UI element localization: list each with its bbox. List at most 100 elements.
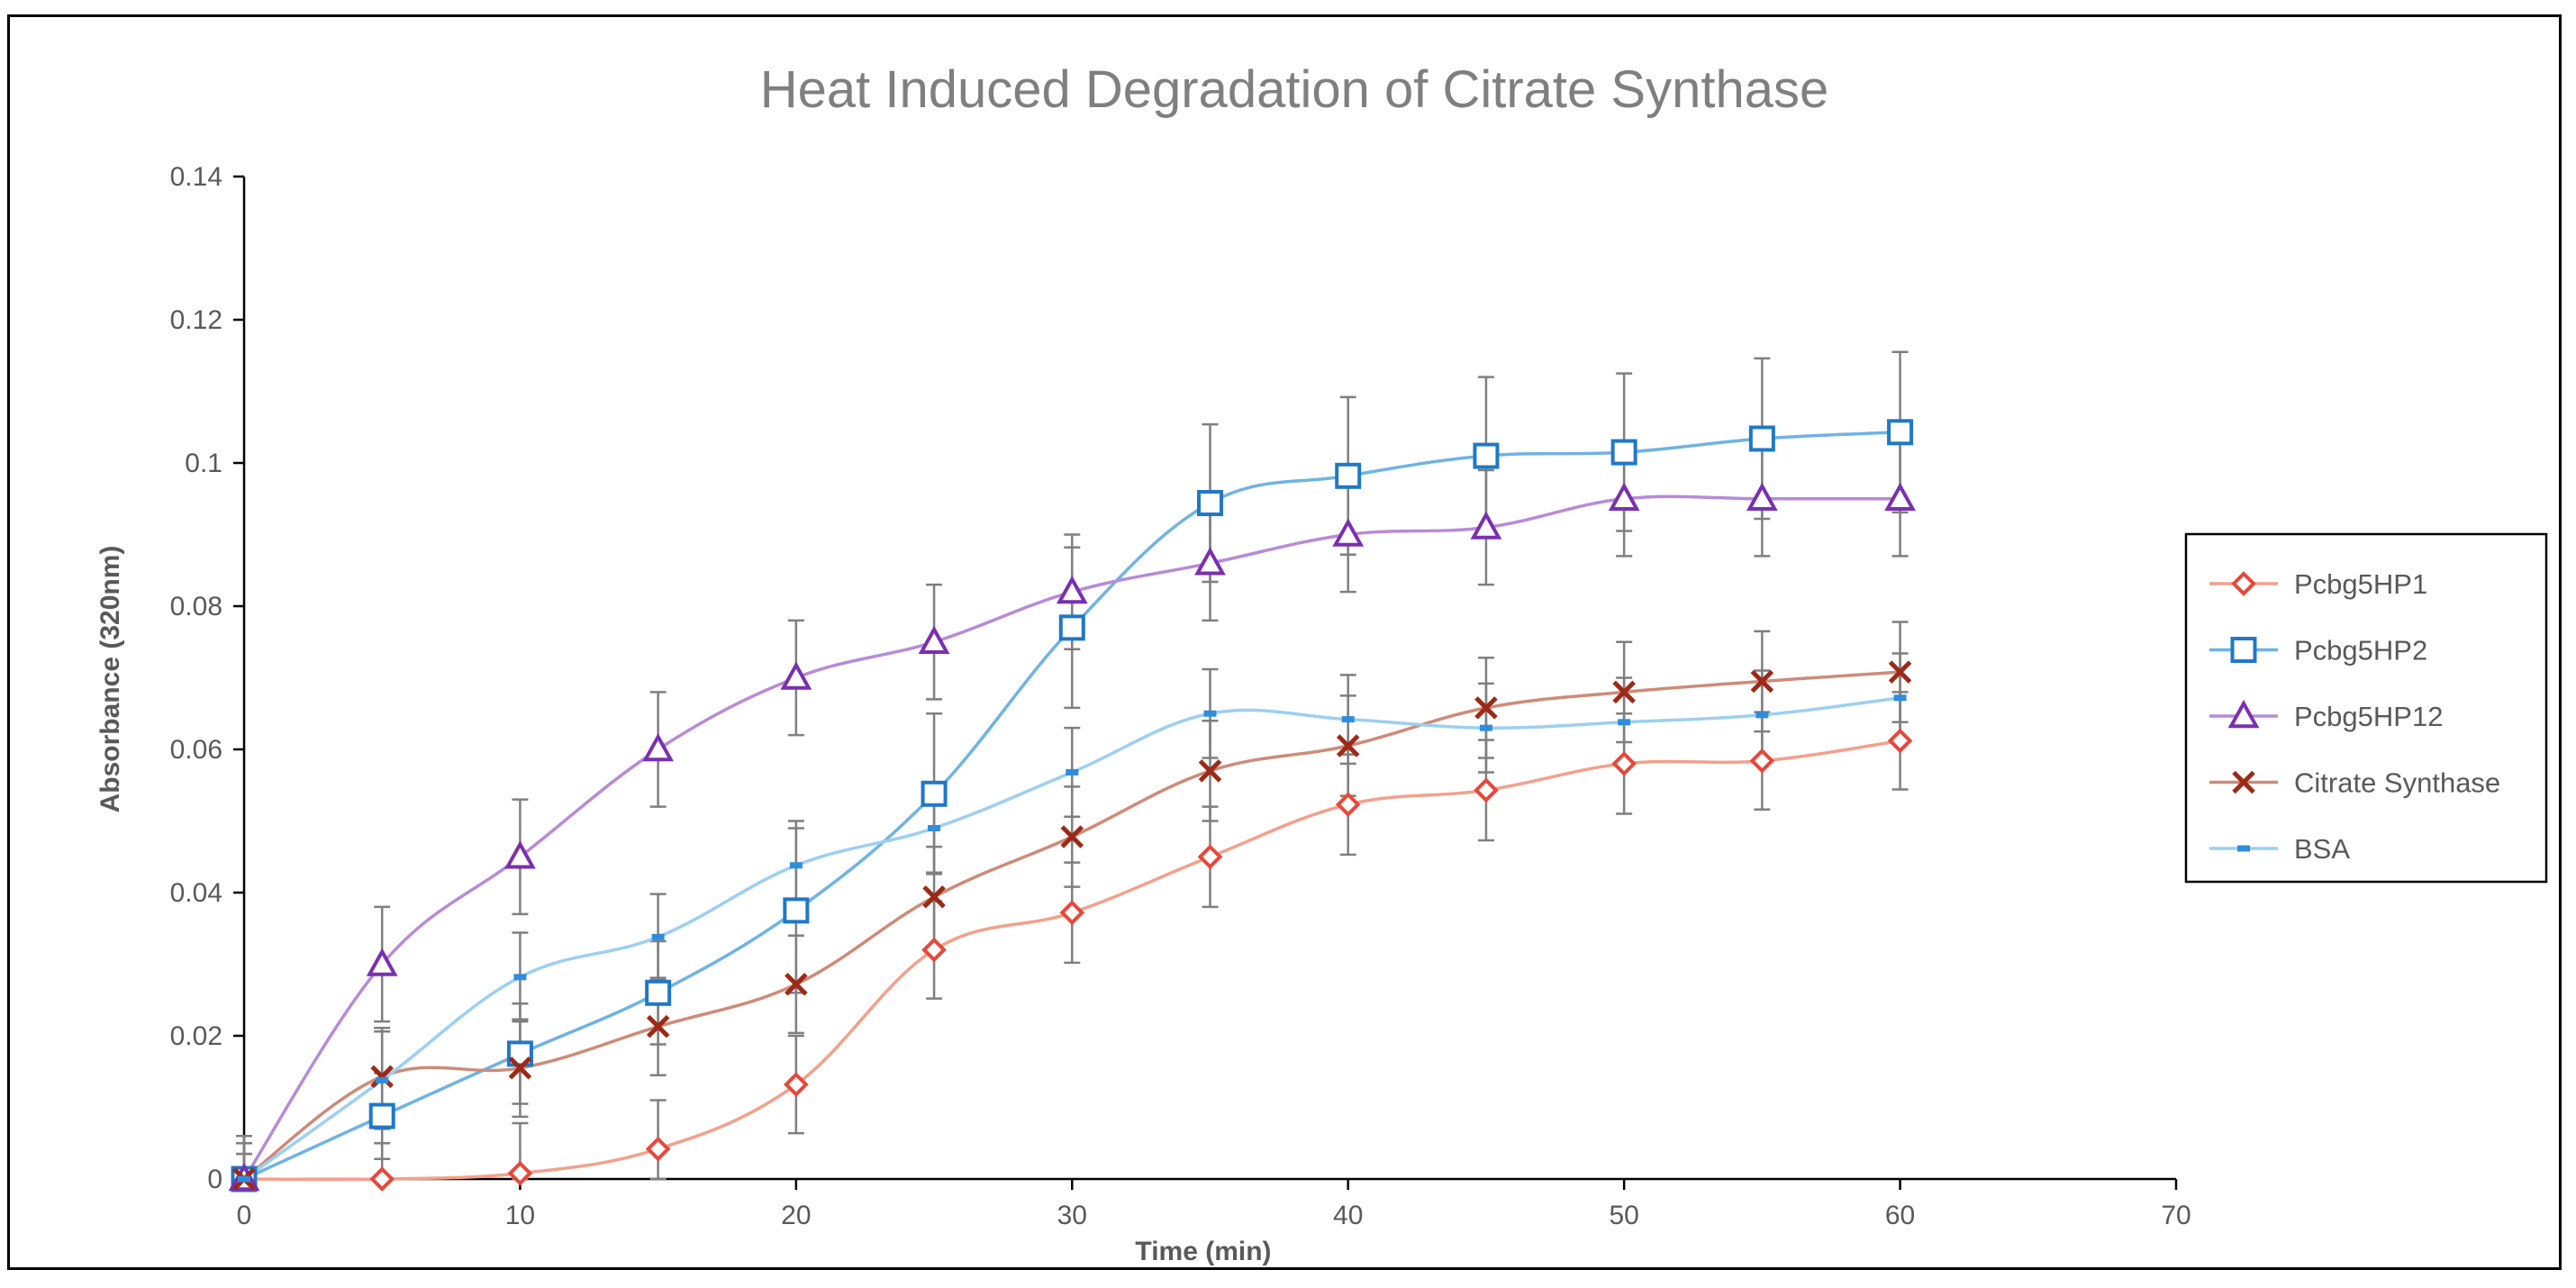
x-tick-label: 20	[781, 1201, 811, 1230]
data-point	[376, 1076, 389, 1084]
y-tick-label: 0.02	[170, 1021, 222, 1051]
data-point	[789, 862, 803, 869]
data-point	[1056, 575, 1088, 604]
data-point	[1473, 442, 1500, 469]
data-point	[1887, 728, 1913, 754]
y-tick-label: 0.14	[170, 162, 222, 192]
y-tick-label: 0	[207, 1165, 222, 1194]
legend: Pcbg5HP1 Pcbg5HP2 Pcbg5HP12 Citrate Synthas…	[2184, 532, 2548, 884]
legend-label: Pcbg5HP1	[2294, 568, 2427, 600]
x-tick-label: 70	[2161, 1201, 2191, 1230]
data-point	[1470, 511, 1502, 540]
data-point	[1059, 900, 1085, 926]
legend-label: Pcbg5HP2	[2294, 635, 2427, 667]
data-point	[1203, 710, 1217, 717]
data-point	[784, 1072, 809, 1097]
legend-item: Pcbg5HP12	[2209, 699, 2443, 732]
y-axis-title: Absorbance (320nm)	[95, 546, 125, 813]
data-point	[921, 780, 948, 807]
x-ticks: 0 10 20 30 40 50 60 70	[237, 1179, 2191, 1230]
data-point	[370, 1065, 394, 1089]
chart-frame: Heat Induced Degradation of Citrate Synt…	[7, 14, 2562, 1270]
data-point	[645, 1136, 671, 1162]
data-point	[508, 1057, 532, 1080]
data-point	[646, 1014, 670, 1039]
data-point	[1474, 696, 1498, 720]
data-point	[1746, 482, 1778, 511]
legend-label: Pcbg5HP12	[2294, 701, 2443, 732]
y-tick-label: 0.04	[170, 878, 222, 908]
legend-label: BSA	[2294, 833, 2350, 865]
data-point	[1608, 482, 1640, 511]
data-point	[1884, 482, 1916, 511]
chart-canvas: Heat Induced Degradation of Citrate Synt…	[95, 60, 2548, 1266]
data-point	[1748, 425, 1775, 452]
data-point	[1194, 547, 1226, 576]
data-point	[1618, 719, 1631, 726]
data-point	[1479, 724, 1492, 731]
data-point	[513, 974, 527, 981]
data-point	[1060, 825, 1084, 848]
data-point	[369, 1166, 395, 1192]
data-point	[1750, 669, 1774, 694]
legend-marker	[2231, 571, 2256, 596]
data-point	[1332, 518, 1365, 547]
data-point	[507, 1160, 533, 1186]
data-point	[1888, 660, 1912, 684]
data-point	[1066, 768, 1079, 776]
legend-item: Pcbg5HP1	[2209, 568, 2427, 600]
x-tick-label: 40	[1333, 1201, 1363, 1230]
data-point	[785, 972, 808, 996]
data-point	[1197, 844, 1223, 870]
data-point	[642, 732, 675, 762]
data-point	[1612, 680, 1636, 704]
data-point	[1335, 462, 1362, 489]
x-axis-title: Time (min)	[1135, 1237, 1271, 1266]
x-tick-label: 0	[237, 1201, 252, 1230]
y-tick-label: 0.12	[170, 305, 222, 335]
x-tick-label: 10	[505, 1201, 535, 1230]
legend-item: BSA	[2209, 833, 2350, 865]
data-point	[1335, 792, 1361, 818]
data-point	[1198, 759, 1222, 783]
data-point	[780, 661, 812, 690]
legend-marker	[2232, 770, 2255, 794]
data-point	[1197, 490, 1223, 517]
x-tick-label: 50	[1609, 1201, 1638, 1230]
legend-marker	[2230, 637, 2257, 663]
data-point	[783, 897, 810, 924]
data-point	[366, 948, 398, 976]
legend-label: Citrate Synthase	[2294, 767, 2500, 799]
data-point	[1336, 734, 1360, 757]
x-tick-label: 30	[1057, 1201, 1087, 1230]
legend-marker	[2227, 699, 2260, 729]
data-point	[1749, 748, 1775, 774]
legend-item: Citrate Synthase	[2209, 767, 2500, 799]
error-bars	[236, 350, 1909, 1181]
data-point	[1611, 751, 1637, 776]
data-point	[1887, 419, 1914, 446]
chart-title: Heat Induced Degradation of Citrate Synt…	[760, 60, 1829, 119]
legend-marker	[2237, 845, 2250, 852]
data-point	[504, 840, 536, 869]
data-point	[651, 933, 665, 940]
x-tick-label: 60	[1885, 1201, 1915, 1230]
data-point	[928, 824, 941, 831]
data-point	[1893, 694, 1907, 702]
data-point	[368, 1102, 395, 1129]
series-markers	[228, 419, 1916, 1193]
data-point	[1341, 716, 1355, 723]
data-point	[1058, 614, 1085, 641]
y-ticks: 0 0.02 0.04 0.06 0.08 0.1 0.12 0.14	[170, 162, 244, 1194]
data-point	[922, 885, 946, 909]
data-point	[1474, 777, 1499, 803]
y-tick-label: 0.06	[170, 735, 222, 765]
data-point	[918, 625, 950, 654]
data-point	[645, 979, 672, 1006]
y-tick-label: 0.08	[170, 592, 222, 621]
data-point	[1610, 439, 1637, 466]
data-point	[921, 937, 947, 963]
y-tick-label: 0.1	[185, 449, 222, 478]
data-point	[1755, 712, 1769, 719]
data-point	[238, 1175, 250, 1183]
